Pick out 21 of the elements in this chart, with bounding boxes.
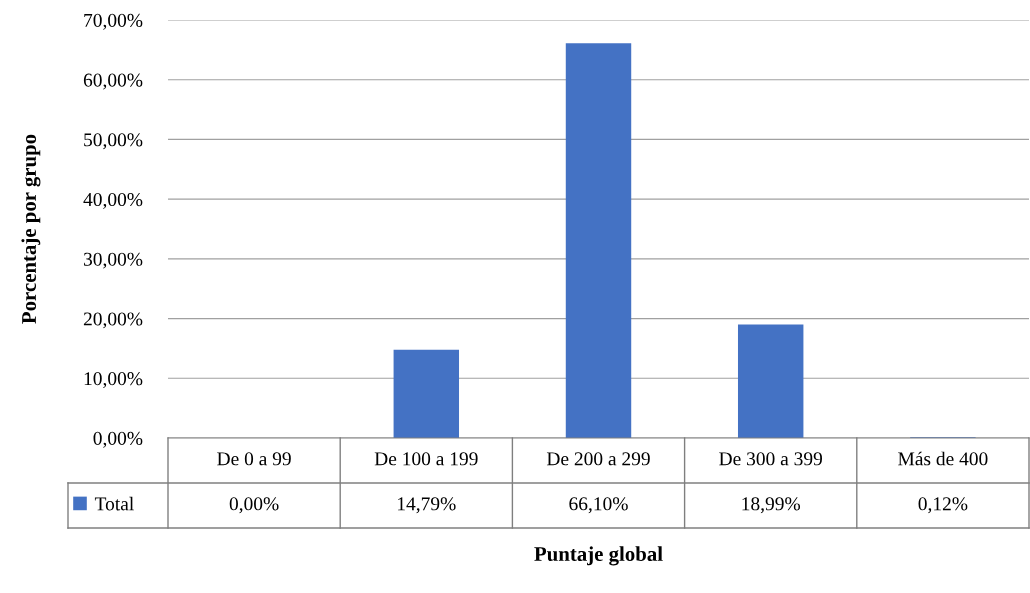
y-tick-label: 0,00%: [93, 431, 143, 448]
y-tick-label: 60,00%: [83, 73, 143, 90]
data-label: 14,79%: [398, 497, 456, 514]
y-tick-label: 30,00%: [83, 252, 143, 269]
y-tick-label: 40,00%: [83, 192, 143, 209]
legend-label: Total: [94, 496, 134, 511]
y-tick-label: 20,00%: [83, 312, 143, 329]
y-tick-label: 70,00%: [84, 13, 143, 30]
y-axis-title: Porcentaje por grupo: [21, 134, 41, 324]
data-label: 18,99%: [742, 497, 801, 514]
x-tick-label: De 200 a 299: [546, 452, 650, 466]
x-tick-label: Más de 400: [898, 451, 988, 466]
y-tick-label: 10,00%: [84, 372, 143, 389]
data-label: 66,10%: [569, 497, 628, 514]
data-label: 0,12%: [918, 497, 968, 514]
x-axis-title: Puntaje global: [534, 546, 663, 566]
x-tick-label: De 300 a 399: [719, 452, 823, 466]
y-tick-label: 50,00%: [84, 133, 143, 150]
x-tick-label: De 0 a 99: [217, 452, 291, 466]
x-tick-label: De 100 a 199: [374, 452, 478, 466]
data-label: 0,00%: [229, 497, 279, 514]
